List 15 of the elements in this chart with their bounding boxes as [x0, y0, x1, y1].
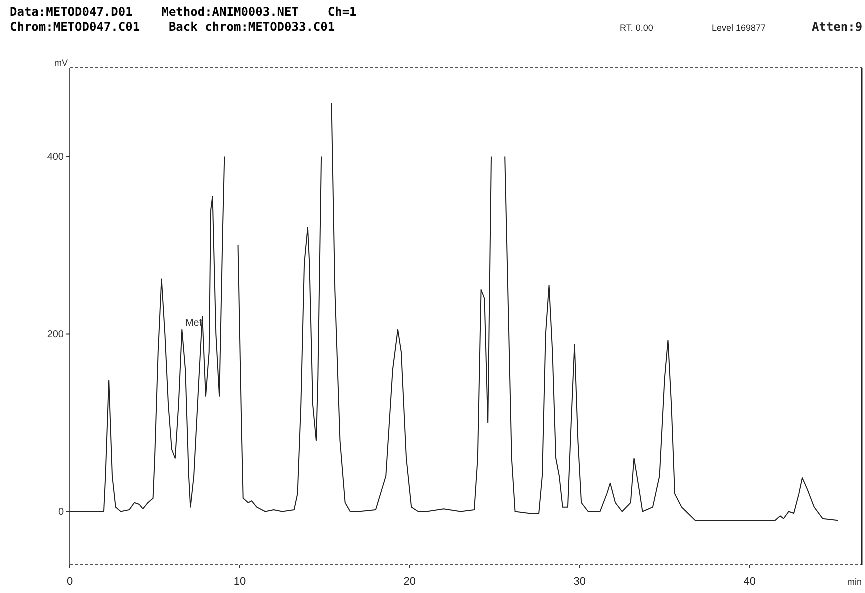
x-tick-label: 40	[744, 576, 756, 588]
text: Atten:9	[812, 20, 863, 34]
y-tick-label: 200	[47, 329, 64, 340]
x-axis-title: min	[847, 577, 862, 587]
y-tick-label: 400	[47, 152, 64, 163]
x-tick-label: 10	[234, 576, 246, 588]
text: Level 169877	[712, 23, 766, 33]
chart-subtitle: Chrom:METOD047.C01 Back chrom:METOD033.C01	[10, 20, 336, 34]
y-tick-label: 0	[58, 506, 64, 518]
chart-title: Data:METOD047.D01 Method:ANIM0003.NET Ch=1	[10, 5, 357, 19]
y-axis-title: mV	[54, 58, 68, 68]
text: RT. 0.00	[620, 23, 654, 33]
x-tick-label: 30	[574, 576, 586, 588]
x-tick-label: 0	[66, 576, 74, 588]
x-tick-label: 20	[404, 576, 416, 588]
